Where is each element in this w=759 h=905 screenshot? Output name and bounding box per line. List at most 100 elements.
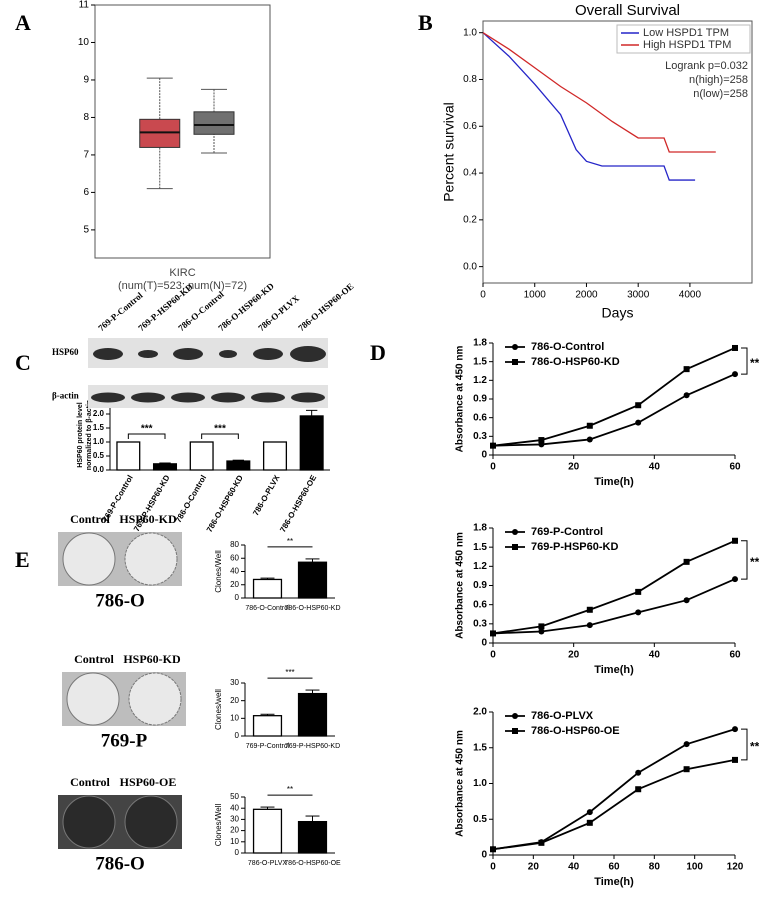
y-tick-label: 50	[230, 792, 239, 801]
blot-band	[171, 392, 205, 403]
legend-label: High HSPD1 TPM	[643, 39, 731, 51]
y-tick-label: 0.9	[473, 580, 487, 591]
series-line	[492, 759, 736, 851]
x-tick-label: 786-O-HSP60-OE	[284, 860, 341, 867]
y-tick-label: 1.5	[473, 542, 487, 553]
series-line	[482, 32, 716, 153]
y-tick-label: 1.5	[473, 356, 487, 367]
blot-band	[253, 348, 283, 360]
series-line	[492, 728, 736, 851]
panel-letter: A	[15, 10, 31, 35]
bar	[297, 692, 328, 737]
y-tick-label: 0.0	[463, 261, 477, 272]
panel-letter: B	[418, 10, 433, 35]
marker	[732, 726, 738, 733]
y-axis-label: Clones/well	[214, 689, 223, 730]
y-tick-label: 20	[230, 826, 239, 835]
marker	[538, 839, 545, 846]
x-axis-label: (num(T)=523; num(N)=72)	[118, 280, 247, 292]
panel-letter: C	[15, 350, 31, 375]
x-tick-label: 786-O-HSP60-KD	[205, 473, 245, 534]
y-tick-label: 2.0	[93, 409, 105, 418]
marker	[586, 809, 593, 816]
y-tick-label: 20	[230, 696, 239, 705]
photo-label: HSP60-KD	[119, 512, 177, 526]
y-axis-label: Clones/Well	[214, 550, 223, 593]
significance-label: ***	[750, 740, 759, 754]
plate-well	[128, 672, 182, 726]
y-tick-label: 5	[83, 225, 89, 236]
significance-label: **	[750, 356, 759, 370]
marker	[683, 741, 690, 748]
significance-label: **	[287, 537, 293, 546]
y-axis-label: Percent survival	[441, 102, 457, 202]
y-tick-label: 0.5	[473, 814, 487, 825]
bar	[252, 808, 283, 854]
legend-marker	[512, 728, 518, 734]
y-tick-label: 80	[230, 540, 239, 549]
blot-band	[91, 392, 125, 403]
plate-well	[62, 795, 116, 849]
marker	[538, 437, 545, 444]
marker	[490, 846, 496, 853]
plate-well	[66, 672, 120, 726]
blot-band	[291, 392, 325, 403]
x-tick-label: 60	[729, 650, 741, 661]
x-tick-label: 20	[568, 650, 580, 661]
series-line	[492, 347, 736, 447]
marker	[586, 422, 593, 429]
legend-marker	[512, 344, 518, 350]
bar	[252, 578, 283, 599]
x-tick-label: 0	[480, 290, 486, 301]
x-tick-label: 0	[490, 862, 496, 873]
x-axis-label: Days	[602, 305, 634, 321]
marker	[490, 630, 496, 637]
marker	[635, 402, 642, 409]
x-axis-label: Time(h)	[594, 664, 634, 676]
bar	[297, 561, 328, 599]
legend-marker	[512, 544, 518, 550]
panel-letter: E	[15, 547, 30, 572]
y-tick-label: 0.6	[463, 121, 477, 132]
y-tick-label: 0	[481, 850, 487, 861]
x-tick-label: 100	[686, 862, 703, 873]
y-tick-label: 1.0	[463, 27, 477, 38]
cell-line-label: 769-P	[101, 730, 148, 751]
y-tick-label: 0.4	[463, 168, 477, 179]
legend-box	[616, 24, 751, 54]
x-tick-label: 120	[727, 862, 744, 873]
band-label: β-actin	[52, 391, 79, 401]
y-tick-label: 0.3	[473, 618, 487, 629]
x-tick-label: 769-P-HSP60-KD	[285, 743, 340, 750]
y-tick-label: 1.5	[473, 742, 487, 753]
y-tick-label: 30	[230, 815, 239, 824]
y-tick-label: 0.3	[473, 431, 487, 442]
significance-label: ***	[141, 424, 153, 435]
x-tick-label: 0	[490, 462, 496, 473]
y-tick-label: 30	[230, 678, 239, 687]
marker	[635, 419, 642, 426]
plate-well	[62, 532, 116, 586]
series-line	[482, 32, 696, 181]
cell-line-label: 786-O	[95, 590, 145, 611]
blot-band	[290, 346, 326, 362]
x-tick-label: 786-O-HSP60-KD	[284, 605, 340, 612]
x-axis-label: KIRC	[169, 267, 195, 279]
marker	[586, 622, 593, 629]
y-tick-label: 1.8	[473, 523, 487, 534]
marker	[683, 597, 690, 604]
legend-label: 786-O-HSP60-KD	[531, 356, 620, 368]
y-tick-label: 0	[481, 450, 487, 461]
blot-band	[211, 392, 245, 403]
marker	[586, 606, 593, 613]
annotation: n(high)=258	[689, 74, 748, 86]
significance-bracket	[741, 347, 748, 375]
y-tick-label: 0.6	[473, 599, 487, 610]
marker	[490, 442, 496, 449]
y-tick-label: 1.0	[93, 437, 105, 446]
x-tick-label: 20	[568, 462, 580, 473]
marker	[586, 436, 593, 443]
y-tick-label: 1.5	[93, 423, 105, 432]
legend-marker	[512, 359, 518, 365]
legend-label: 769-P-Control	[531, 526, 603, 538]
